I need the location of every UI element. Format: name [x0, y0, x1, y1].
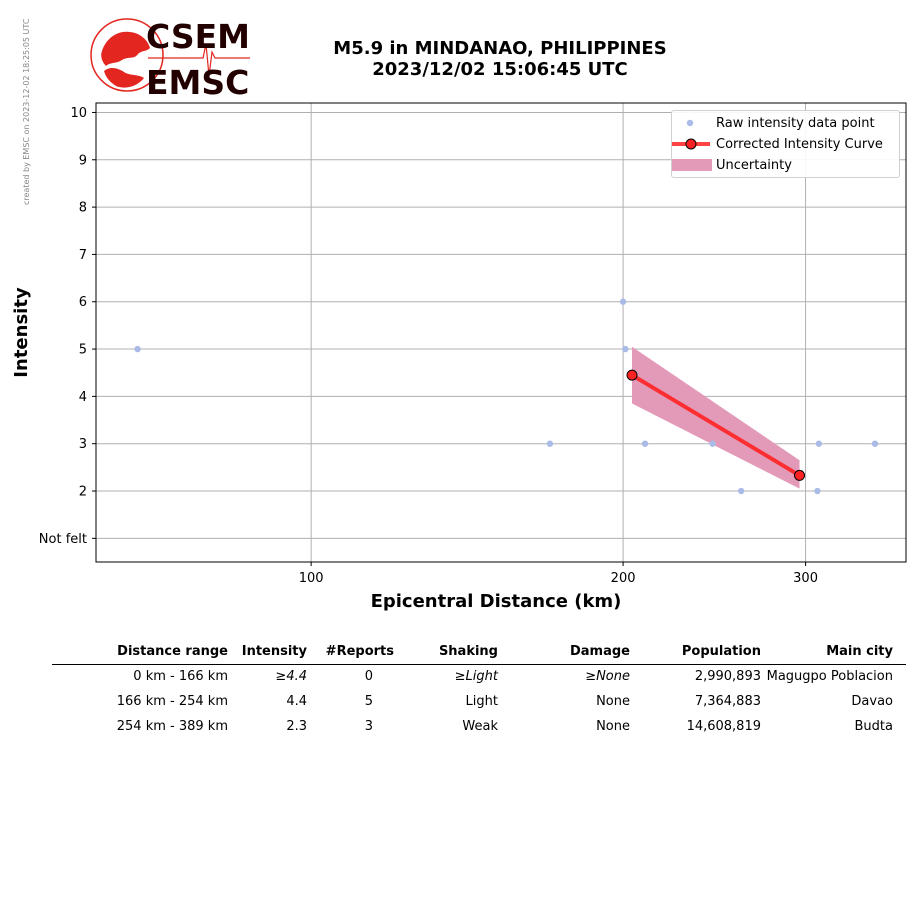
cell-reports: 3 — [364, 719, 373, 734]
x-tick-label: 300 — [793, 571, 818, 586]
raw-data-point — [709, 440, 716, 447]
raw-data-point — [641, 440, 649, 447]
logo-text-bottom: EMSC — [146, 63, 249, 100]
header-distance-range: Distance range — [117, 644, 228, 659]
raw-data-point — [737, 487, 745, 495]
cell-main-city: Magugpo Poblacion — [766, 669, 893, 684]
raw-data-point — [814, 487, 821, 495]
legend-curve-label: Corrected Intensity Curve — [716, 137, 883, 152]
header-shaking: Shaking — [438, 644, 498, 659]
intensity-table: Distance range Intensity #Reports Shakin… — [52, 642, 906, 740]
raw-data-point — [871, 440, 879, 447]
y-tick-label: 2 — [79, 485, 87, 500]
emsc-logo: CSEM EMSC — [90, 17, 250, 100]
cell-population: 7,364,883 — [694, 694, 761, 709]
cell-intensity: 4.4 — [286, 694, 307, 709]
raw-data-point — [622, 345, 629, 353]
cell-population: 2,990,893 — [694, 669, 761, 684]
chart-title-line2: 2023/12/02 15:06:45 UTC — [372, 59, 628, 80]
raw-data-point — [134, 345, 141, 353]
cell-shaking: Weak — [462, 719, 498, 734]
legend-raw-label: Raw intensity data point — [716, 116, 875, 131]
x-tick-label: 100 — [299, 571, 324, 586]
chart-title: M5.9 in MINDANAO, PHILIPPINES 2023/12/02… — [280, 38, 720, 80]
cell-range: 166 km - 254 km — [116, 694, 228, 709]
header-reports: #Reports — [325, 644, 394, 659]
cell-population: 14,608,819 — [686, 719, 761, 734]
corrected-curve-marker — [794, 469, 806, 481]
corrected-curve-marker — [626, 369, 638, 381]
x-axis-label: Epicentral Distance (km) — [371, 591, 622, 612]
y-tick-label: 8 — [79, 201, 87, 216]
table-row: 166 km - 254 km 4.4 5 Light None 7,364,8… — [52, 690, 906, 715]
header-damage: Damage — [569, 644, 630, 659]
legend-curve-marker — [685, 138, 697, 150]
table-row: 254 km - 389 km 2.3 3 Weak None 14,608,8… — [52, 715, 906, 740]
y-tick-label: 6 — [79, 295, 87, 310]
y-tick-label: Not felt — [39, 532, 87, 547]
cell-damage: None — [596, 694, 630, 709]
y-tick-label: 9 — [79, 153, 87, 168]
cell-damage: None — [596, 719, 630, 734]
table-row: 0 km - 166 km ≥4.4 0 ≥Light ≥None 2,990,… — [52, 665, 906, 690]
y-axis-label: Intensity — [11, 287, 32, 378]
header-main-city: Main city — [826, 644, 893, 659]
plot-frame — [95, 102, 907, 563]
legend-item-curve: Corrected Intensity Curve — [672, 134, 899, 154]
legend-uncertainty-patch — [672, 159, 712, 171]
cell-reports: 0 — [364, 669, 373, 684]
y-tick-label: 4 — [79, 390, 87, 405]
y-tick-label: 7 — [79, 248, 87, 263]
cell-damage: ≥None — [585, 669, 630, 684]
legend-item-uncertainty: Uncertainty — [672, 155, 899, 175]
legend-uncertainty-label: Uncertainty — [716, 158, 792, 173]
cell-shaking: Light — [465, 694, 498, 709]
legend-item-raw: Raw intensity data point — [672, 113, 899, 133]
corrected-curve-line — [630, 373, 801, 478]
chart-title-line1: M5.9 in MINDANAO, PHILIPPINES — [333, 38, 667, 59]
legend-raw-marker — [686, 119, 694, 127]
cell-shaking: ≥Light — [454, 669, 498, 684]
cell-intensity: 2.3 — [286, 719, 307, 734]
cell-reports: 5 — [364, 694, 373, 709]
cell-intensity: ≥4.4 — [275, 669, 307, 684]
table-header: Distance range Intensity #Reports Shakin… — [52, 642, 906, 665]
header-population: Population — [681, 644, 761, 659]
cell-range: 254 km - 389 km — [116, 719, 228, 734]
chart-legend: Raw intensity data point Corrected Inten… — [671, 110, 900, 178]
y-tick-label: 10 — [70, 106, 87, 121]
cell-main-city: Davao — [851, 694, 893, 709]
raw-data-point — [546, 440, 554, 447]
logo-text-top: CSEM — [146, 17, 250, 56]
y-tick-label: 5 — [79, 343, 87, 358]
raw-data-point — [815, 440, 823, 447]
intensity-chart: Not felt 2 3 4 5 6 7 8 9 10 100 200 300 Epicentral Di… — [11, 102, 907, 612]
x-tick-label: 200 — [611, 571, 636, 586]
header-intensity: Intensity — [241, 644, 307, 659]
raw-data-point — [619, 298, 627, 305]
cell-range: 0 km - 166 km — [133, 669, 228, 684]
uncertainty-band — [632, 346, 800, 489]
cell-main-city: Budta — [854, 719, 893, 734]
y-tick-label: 3 — [79, 437, 87, 452]
